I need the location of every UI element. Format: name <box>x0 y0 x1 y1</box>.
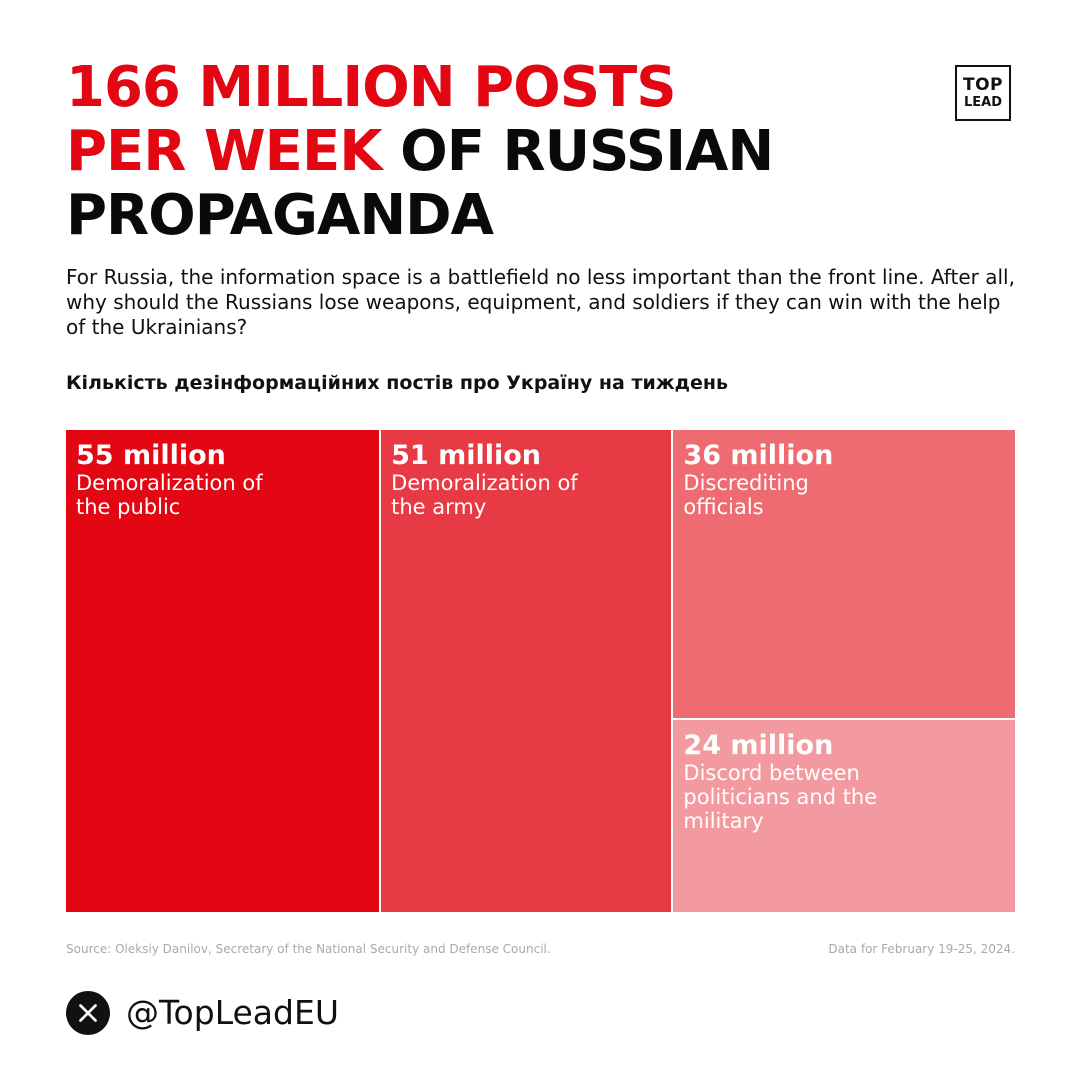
headline-red-1: 166 MILLION POSTS <box>66 55 677 120</box>
tile-value: 24 million <box>683 730 834 761</box>
logo-line-2: LEAD <box>963 95 1003 110</box>
tile-demoralization-army: 51 million Demoralization of the army <box>381 430 672 912</box>
treemap-chart: 55 million Demoralization of the public … <box>66 430 1015 912</box>
tile-value: 51 million <box>391 440 541 471</box>
chart-title: Кількість дезінформаційних постів про Ук… <box>66 372 729 394</box>
headline: 166 MILLION POSTS PER WEEK OF RUSSIAN PROP… <box>66 56 926 248</box>
tile-demoralization-public: 55 million Demoralization of the public <box>66 430 380 912</box>
tile-label: Discord between politicians and the mili… <box>683 761 878 833</box>
tile-label: Discrediting officials <box>683 471 809 519</box>
social-handle[interactable]: @TopLeadEU <box>66 991 339 1035</box>
intro-text: For Russia, the information space is a b… <box>66 265 1015 339</box>
tile-value: 36 million <box>683 440 834 471</box>
data-period-note: Data for February 19-25, 2024. <box>828 942 1015 956</box>
x-logo-icon <box>66 991 110 1035</box>
headline-dark-2: PROPAGANDA <box>66 183 494 248</box>
headline-red-2: PER WEEK <box>66 119 383 184</box>
tile-discrediting-officials: 36 million Discrediting officials <box>673 430 1015 718</box>
headline-dark-1: OF RUSSIAN <box>400 119 774 184</box>
toplead-logo: TOP LEAD <box>955 65 1011 121</box>
tile-value: 55 million <box>76 440 226 471</box>
social-handle-text: @TopLeadEU <box>126 993 339 1032</box>
tile-discord-politicians-military: 24 million Discord between politicians a… <box>673 720 1015 912</box>
tile-label: Demoralization of the army <box>391 471 578 519</box>
source-note: Source: Oleksiy Danilov, Secretary of th… <box>66 942 551 956</box>
logo-line-1: TOP <box>962 75 1003 95</box>
tile-label: Demoralization of the public <box>76 471 263 519</box>
